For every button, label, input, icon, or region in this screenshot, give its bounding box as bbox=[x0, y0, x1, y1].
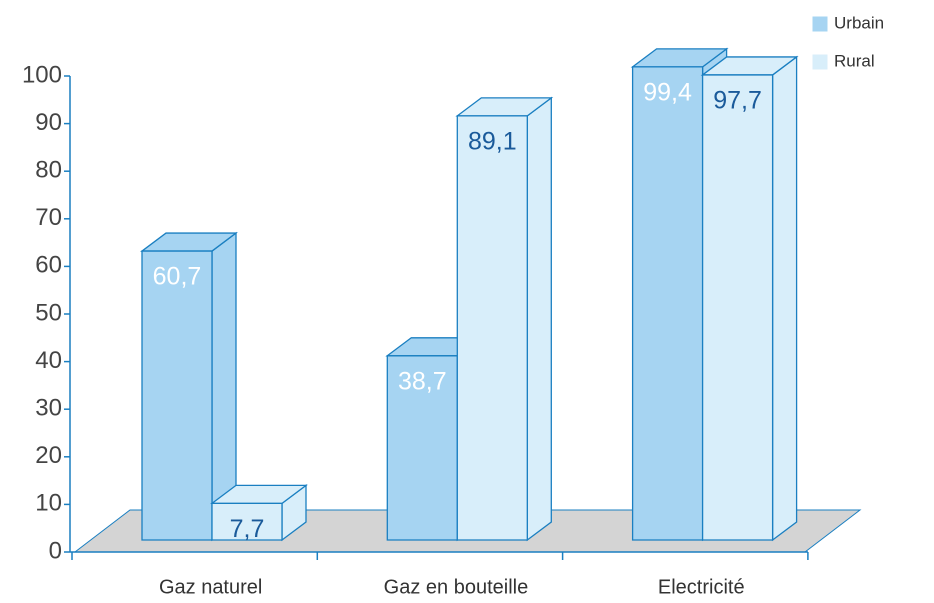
bar-front bbox=[631, 66, 704, 541]
value-label: 7,7 bbox=[230, 515, 265, 543]
y-tick-label: 40 bbox=[35, 347, 62, 374]
bar bbox=[140, 231, 238, 542]
y-tick-label: 10 bbox=[35, 490, 62, 517]
bar bbox=[210, 484, 308, 542]
y-tick-label: 70 bbox=[35, 204, 62, 231]
x-tick-label: Electricité bbox=[658, 576, 745, 598]
bar-front bbox=[456, 115, 528, 541]
bar-side bbox=[526, 96, 552, 542]
y-tick-label: 60 bbox=[35, 252, 62, 279]
y-tick-label: 100 bbox=[22, 61, 62, 88]
value-label: 38,7 bbox=[398, 367, 447, 395]
y-tick-label: 20 bbox=[35, 442, 62, 469]
bar-front bbox=[141, 250, 213, 541]
value-label: 99,4 bbox=[643, 78, 692, 106]
y-tick-label: 0 bbox=[49, 537, 62, 564]
legend-swatch bbox=[812, 16, 828, 32]
legend-swatch bbox=[812, 54, 828, 70]
legend-label: Urbain bbox=[834, 13, 884, 32]
bar bbox=[455, 96, 554, 542]
bar bbox=[700, 55, 799, 542]
value-label: 89,1 bbox=[468, 127, 517, 155]
legend-label: Rural bbox=[834, 51, 875, 70]
y-tick-label: 50 bbox=[35, 299, 62, 326]
y-tick-label: 30 bbox=[35, 395, 62, 422]
value-label: 97,7 bbox=[713, 87, 762, 115]
y-tick-label: 80 bbox=[35, 157, 62, 184]
bar-side bbox=[771, 55, 798, 542]
bar-front bbox=[701, 74, 774, 541]
value-label: 60,7 bbox=[153, 263, 202, 291]
x-tick-label: Gaz en bouteille bbox=[384, 576, 529, 598]
y-tick-label: 90 bbox=[35, 109, 62, 136]
x-tick-label: Gaz naturel bbox=[159, 576, 262, 598]
bar-front bbox=[211, 502, 283, 541]
